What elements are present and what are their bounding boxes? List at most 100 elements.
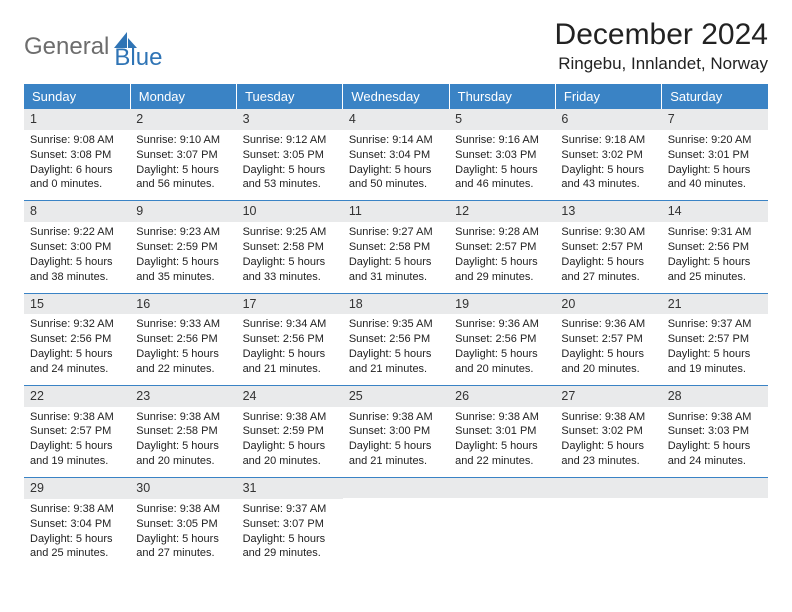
calendar-cell xyxy=(662,478,768,570)
calendar-cell: 8Sunrise: 9:22 AMSunset: 3:00 PMDaylight… xyxy=(24,201,130,293)
sunset-text: Sunset: 3:05 PM xyxy=(136,517,230,532)
day-number: 17 xyxy=(237,294,343,315)
day-number: 4 xyxy=(343,109,449,130)
daylight1-text: Daylight: 5 hours xyxy=(561,163,655,178)
day-number: 1 xyxy=(24,109,130,130)
calendar-cell: 25Sunrise: 9:38 AMSunset: 3:00 PMDayligh… xyxy=(343,385,449,477)
daylight1-text: Daylight: 5 hours xyxy=(349,347,443,362)
sunrise-text: Sunrise: 9:30 AM xyxy=(561,225,655,240)
daylight2-text: and 22 minutes. xyxy=(136,362,230,377)
sunset-text: Sunset: 2:56 PM xyxy=(668,240,762,255)
sunrise-text: Sunrise: 9:36 AM xyxy=(561,317,655,332)
daylight2-text: and 25 minutes. xyxy=(30,546,124,561)
daylight2-text: and 19 minutes. xyxy=(30,454,124,469)
day-number: 19 xyxy=(449,294,555,315)
daylight1-text: Daylight: 5 hours xyxy=(243,532,337,547)
daylight1-text: Daylight: 5 hours xyxy=(561,439,655,454)
calendar-cell: 6Sunrise: 9:18 AMSunset: 3:02 PMDaylight… xyxy=(555,109,661,201)
sunset-text: Sunset: 3:02 PM xyxy=(561,424,655,439)
daylight2-text: and 29 minutes. xyxy=(243,546,337,561)
sunrise-text: Sunrise: 9:31 AM xyxy=(668,225,762,240)
daylight2-text: and 31 minutes. xyxy=(349,270,443,285)
calendar-cell xyxy=(343,478,449,570)
weekday-row: Sunday Monday Tuesday Wednesday Thursday… xyxy=(24,84,768,109)
sunrise-text: Sunrise: 9:34 AM xyxy=(243,317,337,332)
calendar-cell: 2Sunrise: 9:10 AMSunset: 3:07 PMDaylight… xyxy=(130,109,236,201)
sunset-text: Sunset: 3:08 PM xyxy=(30,148,124,163)
calendar-cell: 13Sunrise: 9:30 AMSunset: 2:57 PMDayligh… xyxy=(555,201,661,293)
daylight1-text: Daylight: 5 hours xyxy=(561,255,655,270)
weekday-header: Thursday xyxy=(449,84,555,109)
daylight1-text: Daylight: 5 hours xyxy=(668,439,762,454)
sunset-text: Sunset: 3:07 PM xyxy=(243,517,337,532)
sunset-text: Sunset: 2:56 PM xyxy=(30,332,124,347)
daylight1-text: Daylight: 5 hours xyxy=(243,439,337,454)
daylight2-text: and 22 minutes. xyxy=(455,454,549,469)
sunrise-text: Sunrise: 9:37 AM xyxy=(668,317,762,332)
daylight1-text: Daylight: 5 hours xyxy=(668,255,762,270)
daylight1-text: Daylight: 5 hours xyxy=(243,255,337,270)
daylight2-text: and 24 minutes. xyxy=(30,362,124,377)
sunrise-text: Sunrise: 9:08 AM xyxy=(30,133,124,148)
sunset-text: Sunset: 2:58 PM xyxy=(349,240,443,255)
sunset-text: Sunset: 3:03 PM xyxy=(455,148,549,163)
sunrise-text: Sunrise: 9:38 AM xyxy=(455,410,549,425)
day-number: 27 xyxy=(555,386,661,407)
title-area: December 2024 Ringebu, Innlandet, Norway xyxy=(555,18,768,74)
daylight1-text: Daylight: 5 hours xyxy=(30,255,124,270)
day-number xyxy=(343,478,449,498)
day-number: 10 xyxy=(237,201,343,222)
day-number: 3 xyxy=(237,109,343,130)
sunset-text: Sunset: 3:00 PM xyxy=(30,240,124,255)
sunset-text: Sunset: 2:56 PM xyxy=(455,332,549,347)
weekday-header: Friday xyxy=(555,84,661,109)
calendar-cell: 22Sunrise: 9:38 AMSunset: 2:57 PMDayligh… xyxy=(24,385,130,477)
day-number: 23 xyxy=(130,386,236,407)
calendar-cell: 23Sunrise: 9:38 AMSunset: 2:58 PMDayligh… xyxy=(130,385,236,477)
daylight1-text: Daylight: 5 hours xyxy=(136,532,230,547)
daylight2-text: and 23 minutes. xyxy=(561,454,655,469)
calendar-week-row: 29Sunrise: 9:38 AMSunset: 3:04 PMDayligh… xyxy=(24,478,768,570)
daylight2-text: and 35 minutes. xyxy=(136,270,230,285)
sunrise-text: Sunrise: 9:37 AM xyxy=(243,502,337,517)
sunrise-text: Sunrise: 9:10 AM xyxy=(136,133,230,148)
sunset-text: Sunset: 2:59 PM xyxy=(243,424,337,439)
sunset-text: Sunset: 2:56 PM xyxy=(243,332,337,347)
sunrise-text: Sunrise: 9:38 AM xyxy=(30,502,124,517)
logo-text-blue: Blue xyxy=(114,44,162,72)
calendar-cell: 10 Sunrise: 9:25 AMSunset: 2:58 PMDayligh… xyxy=(237,201,343,293)
daylight2-text: and 29 minutes. xyxy=(455,270,549,285)
daylight2-text: and 43 minutes. xyxy=(561,177,655,192)
sunrise-text: Sunrise: 9:22 AM xyxy=(30,225,124,240)
sunrise-text: Sunrise: 9:38 AM xyxy=(561,410,655,425)
daylight1-text: Daylight: 5 hours xyxy=(455,163,549,178)
calendar-cell: 24Sunrise: 9:38 AMSunset: 2:59 PMDayligh… xyxy=(237,385,343,477)
daylight1-text: Daylight: 6 hours xyxy=(30,163,124,178)
day-number: 22 xyxy=(24,386,130,407)
day-number: 21 xyxy=(662,294,768,315)
day-number: 30 xyxy=(130,478,236,499)
calendar-cell: 18Sunrise: 9:35 AMSunset: 2:56 PMDayligh… xyxy=(343,293,449,385)
sunset-text: Sunset: 3:01 PM xyxy=(668,148,762,163)
daylight1-text: Daylight: 5 hours xyxy=(455,439,549,454)
calendar-cell: 26Sunrise: 9:38 AMSunset: 3:01 PMDayligh… xyxy=(449,385,555,477)
daylight2-text: and 20 minutes. xyxy=(561,362,655,377)
sunrise-text: Sunrise: 9:16 AM xyxy=(455,133,549,148)
sunrise-text: Sunrise: 9:32 AM xyxy=(30,317,124,332)
day-number: 7 xyxy=(662,109,768,130)
sunset-text: Sunset: 3:04 PM xyxy=(349,148,443,163)
sunset-text: Sunset: 2:58 PM xyxy=(243,240,337,255)
weekday-header: Wednesday xyxy=(343,84,449,109)
daylight1-text: Daylight: 5 hours xyxy=(30,439,124,454)
location-text: Ringebu, Innlandet, Norway xyxy=(555,54,768,74)
sunrise-text: Sunrise: 9:25 AM xyxy=(243,225,337,240)
daylight1-text: Daylight: 5 hours xyxy=(243,347,337,362)
sunset-text: Sunset: 2:57 PM xyxy=(455,240,549,255)
calendar-week-row: 15Sunrise: 9:32 AMSunset: 2:56 PMDayligh… xyxy=(24,293,768,385)
sunrise-text: Sunrise: 9:38 AM xyxy=(349,410,443,425)
sunset-text: Sunset: 2:56 PM xyxy=(136,332,230,347)
daylight1-text: Daylight: 5 hours xyxy=(349,255,443,270)
sunset-text: Sunset: 2:57 PM xyxy=(30,424,124,439)
daylight1-text: Daylight: 5 hours xyxy=(136,163,230,178)
daylight1-text: Daylight: 5 hours xyxy=(30,347,124,362)
